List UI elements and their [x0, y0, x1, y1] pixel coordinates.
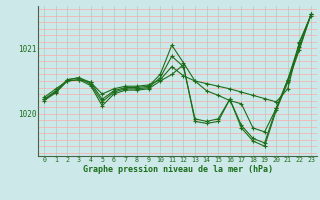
X-axis label: Graphe pression niveau de la mer (hPa): Graphe pression niveau de la mer (hPa) [83, 165, 273, 174]
